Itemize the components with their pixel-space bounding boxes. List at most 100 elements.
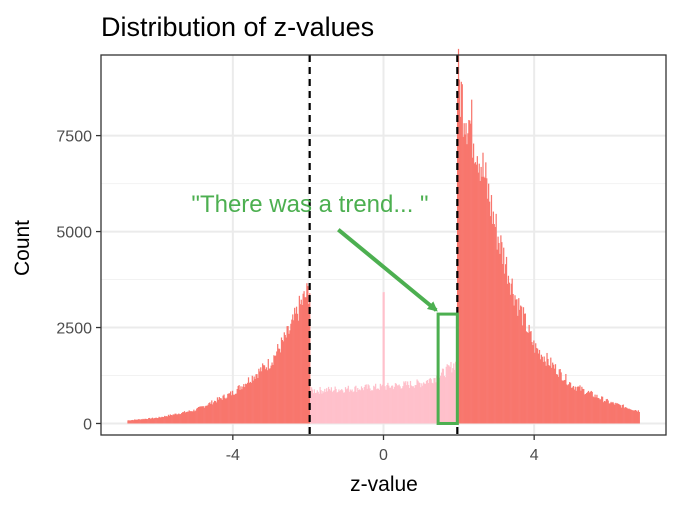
histogram-bar [193, 409, 195, 424]
histogram-bar [267, 359, 269, 424]
histogram-bar [578, 386, 580, 424]
histogram-bar [271, 362, 273, 424]
histogram-bar [624, 407, 626, 424]
histogram-bar [251, 375, 253, 424]
histogram-bar [422, 385, 424, 424]
histogram-bar [475, 164, 478, 424]
histogram-bar [625, 407, 627, 424]
histogram-bar [212, 404, 214, 424]
histogram-bar [601, 396, 603, 424]
histogram-bar [176, 414, 178, 424]
histogram-bar [178, 413, 180, 424]
histogram-bar [574, 386, 576, 424]
histogram-bar [451, 372, 453, 424]
histogram-bar [593, 397, 595, 424]
histogram-bar [128, 420, 130, 424]
histogram-bar [628, 408, 630, 424]
histogram-bar [412, 386, 414, 424]
histogram-bar [564, 379, 566, 424]
annotation-arrow [337, 228, 438, 312]
histogram-bar [599, 399, 601, 424]
histogram-bar [464, 134, 466, 424]
histogram-bar [609, 403, 611, 424]
histogram-bar [524, 313, 526, 424]
histogram-bar [214, 401, 217, 424]
histogram-bar [426, 380, 429, 424]
histogram-bar [240, 386, 242, 424]
histogram-bar [302, 293, 304, 424]
histogram-bar [567, 385, 569, 424]
histogram-bar [427, 383, 429, 424]
histogram-bar [262, 365, 265, 424]
histogram-bar [568, 384, 570, 424]
histogram-bar [235, 393, 237, 424]
histogram-bar [393, 386, 396, 424]
histogram-bar [500, 235, 502, 424]
histogram-bar [540, 354, 542, 424]
histogram-bar [450, 361, 452, 424]
histogram-bar [535, 343, 537, 424]
histogram-bar [234, 393, 236, 424]
histogram-bar [181, 413, 183, 424]
histogram-bar [487, 198, 489, 424]
histogram-bar [505, 256, 508, 424]
histogram-bar [218, 397, 220, 424]
histogram-bar [458, 79, 461, 424]
histogram-bar [496, 249, 498, 424]
histogram-bar [445, 366, 447, 424]
histogram-bar [559, 369, 561, 424]
histogram-bar [596, 394, 598, 424]
histogram-bar [145, 418, 147, 424]
histogram-bar [368, 385, 370, 424]
histogram-bar [272, 364, 274, 424]
histogram-bar [461, 84, 463, 424]
histogram-bar [238, 385, 240, 424]
histogram-bar [538, 349, 541, 424]
histogram-bar [563, 380, 565, 424]
histogram-bar [249, 381, 252, 424]
histogram-bar [526, 332, 528, 424]
histogram-bar [531, 342, 533, 424]
histogram-bar [311, 389, 314, 424]
histogram-bar [556, 374, 559, 424]
x-axis-label: z-value [350, 473, 418, 496]
histogram-bar [245, 383, 247, 424]
histogram-bar [409, 380, 412, 424]
histogram-bar [319, 386, 321, 424]
histogram-bar [164, 415, 166, 424]
histogram-bar [382, 292, 384, 424]
x-tick-label: 4 [530, 447, 539, 464]
histogram-bar [622, 404, 624, 424]
histogram-bar [260, 367, 262, 424]
histogram-bar [161, 416, 163, 424]
histogram-bar [490, 195, 493, 424]
histogram-bar [183, 411, 186, 424]
histogram-bar [635, 410, 638, 424]
histogram-bar [312, 393, 315, 424]
histogram-bar [388, 385, 390, 424]
histogram-bar [285, 337, 287, 424]
histogram-bar [371, 389, 373, 424]
histogram-bar [327, 391, 329, 424]
histogram-bar [583, 389, 585, 424]
histogram-bar [547, 358, 549, 424]
histogram-bar [390, 387, 392, 424]
histogram-bar [157, 418, 159, 424]
histogram-bar [442, 368, 445, 424]
histogram-bar [158, 416, 160, 424]
histogram-bar [265, 367, 268, 424]
histogram-bar [506, 283, 509, 424]
histogram-bar [389, 387, 391, 424]
histogram-bar [400, 388, 402, 424]
histogram-bar [252, 380, 254, 424]
histogram-bar [150, 418, 153, 424]
histogram-bar [359, 390, 362, 424]
histogram-bar [620, 407, 623, 424]
histogram-bar [575, 390, 577, 424]
histogram-bar [247, 377, 250, 424]
histogram-bar [132, 419, 134, 424]
histogram-bar [217, 399, 220, 424]
histogram-bar [308, 303, 310, 424]
histogram-bar [175, 413, 177, 424]
histogram-bar [361, 388, 364, 424]
